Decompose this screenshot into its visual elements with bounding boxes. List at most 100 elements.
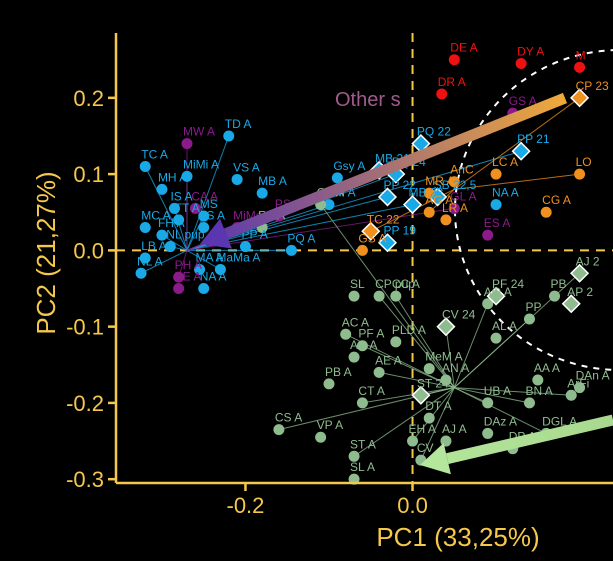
point-label: ST 24 (417, 376, 449, 390)
point-label: CA A (191, 189, 218, 203)
connector-line (454, 173, 580, 190)
connector-line (144, 166, 188, 251)
data-point (214, 263, 226, 275)
data-point (482, 229, 494, 241)
connector-line (379, 371, 455, 389)
point-label: MaMa A (216, 250, 260, 264)
arrow-green-shaft (446, 414, 613, 464)
data-point (164, 241, 176, 253)
data-point (523, 313, 535, 325)
data-point (373, 290, 385, 302)
data-point (356, 340, 368, 352)
data-point (440, 214, 452, 226)
data-point (139, 160, 151, 172)
data-point (239, 241, 251, 253)
connector-line (454, 387, 530, 404)
data-point (348, 351, 360, 363)
arrow-others-head (200, 218, 232, 249)
point-label: MR A (425, 174, 454, 188)
data-point (423, 206, 435, 218)
point-label: GS A (358, 231, 386, 245)
connector-line (320, 204, 455, 388)
connector-line (454, 387, 547, 434)
point-label: MS (200, 197, 218, 211)
point-label: PP 19 (383, 224, 416, 238)
data-point (532, 374, 544, 386)
point-label: PB A (325, 365, 352, 379)
data-point (490, 168, 502, 180)
data-point (423, 412, 435, 424)
point-label: TD A (225, 117, 252, 131)
point-label: IS A (170, 189, 192, 203)
data-point (348, 290, 360, 302)
point-label: ES A (484, 216, 511, 230)
point-label: MeM A (425, 350, 462, 364)
data-point (156, 183, 168, 195)
connector-line (412, 387, 455, 442)
point-label: ST A (350, 437, 376, 451)
data-point-diamond (411, 134, 431, 154)
point-label: DR A (438, 75, 466, 89)
y-tick-label: -0.1 (66, 315, 104, 340)
connector-line (420, 387, 455, 461)
point-label: MA A (196, 250, 224, 264)
point-label: DE A (450, 41, 477, 55)
point-label: Gsy A (333, 159, 365, 173)
data-point (198, 283, 210, 295)
point-label: AJ A (442, 422, 467, 436)
point-label: MC A (141, 208, 170, 222)
point-label: CV 24 (442, 308, 476, 322)
data-point (490, 199, 502, 211)
point-label: PH A (175, 258, 202, 272)
connector-line (378, 295, 455, 388)
arrow-others-shaft (223, 92, 568, 239)
data-point (482, 427, 494, 439)
connector-line (454, 387, 572, 396)
data-point (173, 283, 185, 295)
y-tick-label: -0.2 (66, 391, 104, 416)
point-label: PP 22 (383, 178, 416, 192)
point-label: MH A (158, 170, 187, 184)
point-label: AnC (450, 163, 474, 177)
point-label: SB 22,5 (434, 178, 477, 192)
data-point (549, 290, 561, 302)
axes: 0.2 0.1 0.0 -0.1 -0.2 -0.3 -0.2 0.0 (66, 33, 613, 518)
data-point (315, 431, 327, 443)
arrow-green-head (420, 443, 451, 475)
point-label: AO A (484, 285, 512, 299)
point-label: LC A (492, 155, 518, 169)
data-point (523, 397, 535, 409)
data-point-diamond (377, 233, 398, 253)
data-point (436, 88, 448, 100)
point-label: CV (417, 441, 434, 455)
data-point (448, 54, 460, 66)
connector-line (395, 295, 455, 388)
point-label: NA A (200, 270, 227, 284)
point-label: NL A (137, 254, 163, 268)
y-tick-label: 0.0 (73, 238, 104, 263)
data-point (423, 363, 435, 375)
data-point-diamond (402, 195, 423, 215)
point-label: VP A (317, 418, 343, 432)
x-axis-title: PC1 (33,25%) (376, 522, 539, 552)
data-point (323, 199, 335, 211)
data-point-diamond (486, 286, 506, 306)
x-tick-label: -0.2 (227, 493, 265, 518)
data-point (490, 332, 502, 344)
x-tick-label: 0.0 (397, 493, 428, 518)
point-label: NL pup (166, 228, 205, 242)
connector-line (453, 318, 530, 389)
connector-line (186, 150, 522, 251)
point-label: LS A (200, 208, 225, 222)
data-point (139, 221, 151, 233)
data-point (448, 176, 460, 188)
connector-line (353, 387, 455, 457)
y-tick-label: 0.1 (73, 162, 104, 187)
point-label: SL (350, 277, 365, 291)
point-label: PP (525, 300, 541, 314)
point-label: AJ 2 (576, 254, 600, 268)
data-point (231, 173, 243, 185)
connector-line (453, 97, 580, 190)
